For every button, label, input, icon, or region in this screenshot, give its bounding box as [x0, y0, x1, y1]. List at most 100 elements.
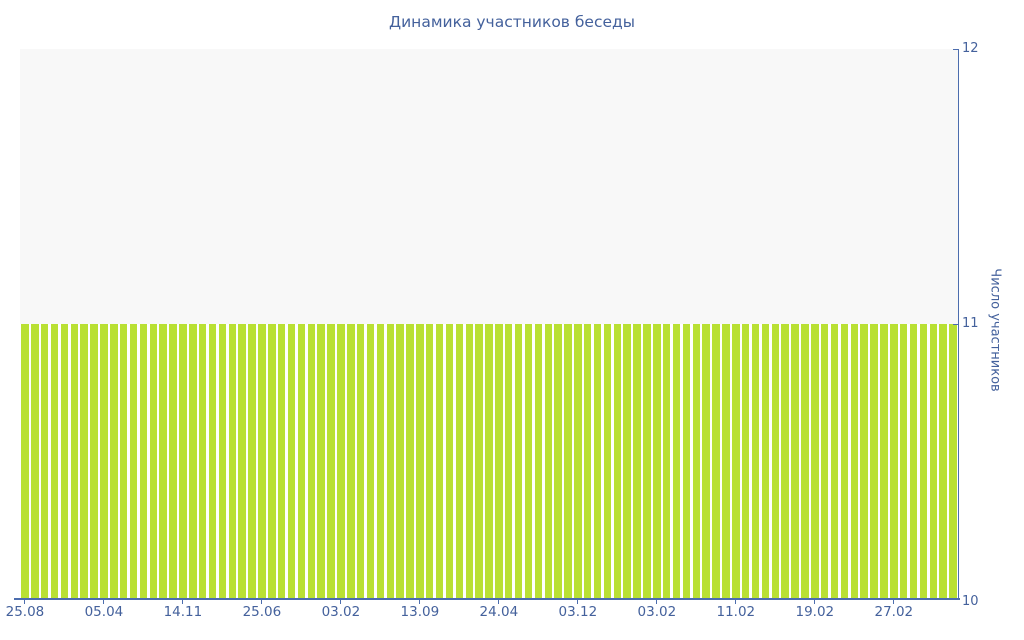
bar: [880, 323, 888, 598]
x-tick: [814, 600, 816, 604]
bar: [781, 323, 789, 598]
x-axis-line: [14, 598, 960, 600]
bar: [406, 323, 414, 598]
x-tick: [419, 600, 421, 604]
bar: [653, 323, 661, 598]
x-tick: [182, 600, 184, 604]
bar: [919, 323, 928, 598]
x-tick-label: 24.04: [479, 604, 519, 620]
bar: [139, 323, 148, 598]
bar: [544, 323, 552, 598]
bar: [741, 323, 750, 598]
bar: [909, 323, 918, 598]
x-tick-label: 03.02: [321, 604, 361, 620]
bar: [554, 323, 562, 598]
bar: [662, 323, 671, 598]
x-tick-label: 27.02: [874, 604, 914, 620]
bar: [603, 323, 612, 598]
bar: [268, 323, 276, 598]
bar: [584, 323, 592, 598]
bar: [939, 323, 947, 598]
bar: [722, 323, 730, 598]
bar: [682, 323, 691, 598]
bar: [692, 323, 701, 598]
bar: [149, 323, 158, 598]
bar: [21, 323, 29, 598]
x-tick-label: 03.02: [637, 604, 677, 620]
bar: [890, 323, 898, 598]
bar: [455, 323, 464, 598]
upper-area-fill: [20, 49, 958, 324]
bar: [899, 323, 908, 598]
bar: [613, 323, 622, 598]
bar: [337, 323, 345, 598]
bar: [672, 323, 681, 598]
bar: [119, 323, 128, 598]
bar: [811, 323, 819, 598]
bar: [712, 323, 720, 598]
bar: [623, 323, 631, 598]
x-tick-label: 03.12: [558, 604, 598, 620]
bar: [307, 323, 315, 598]
bar: [80, 323, 88, 598]
bar: [159, 323, 167, 598]
x-tick: [656, 600, 658, 604]
bar: [850, 323, 859, 598]
bar: [386, 323, 394, 598]
y-tick: [953, 49, 958, 50]
bar: [485, 323, 493, 598]
bar: [258, 323, 266, 598]
bar: [929, 323, 938, 598]
bar: [376, 323, 385, 598]
x-tick-label: 11.02: [716, 604, 756, 620]
bar: [633, 323, 641, 598]
bar: [198, 323, 207, 598]
x-tick: [498, 600, 500, 604]
x-tick-label: 14.11: [163, 604, 203, 620]
bar: [505, 323, 513, 598]
bar: [574, 323, 582, 598]
bar: [100, 323, 108, 598]
bar: [317, 323, 325, 598]
bar: [495, 323, 503, 598]
bar: [287, 323, 296, 598]
bar: [70, 323, 79, 598]
bar: [949, 323, 957, 598]
bar: [801, 323, 809, 598]
bar: [751, 323, 760, 598]
x-tick-label: 13.09: [400, 604, 440, 620]
x-tick: [340, 600, 342, 604]
bar: [110, 323, 118, 598]
bar: [771, 323, 780, 598]
y-axis-title: Число участников: [987, 268, 1003, 392]
bar: [396, 323, 404, 598]
y-tick: [953, 323, 958, 325]
bar: [791, 323, 799, 598]
y-tick-label: 12: [962, 41, 979, 56]
bar: [445, 323, 454, 598]
bar: [90, 323, 98, 598]
bar: [870, 323, 878, 598]
bar: [31, 323, 39, 598]
bar: [356, 323, 365, 598]
x-tick-label: 25.06: [242, 604, 282, 620]
bar: [297, 323, 306, 598]
x-tick: [577, 600, 579, 604]
bar: [830, 323, 839, 598]
bar: [327, 323, 335, 598]
bar: [40, 323, 49, 598]
bar: [593, 323, 602, 598]
bar: [860, 323, 868, 598]
chart-title: Динамика участников беседы: [389, 13, 635, 31]
x-tick: [735, 600, 737, 604]
x-tick: [893, 600, 895, 604]
bar: [366, 323, 375, 598]
bar: [208, 323, 217, 598]
bar: [129, 323, 138, 598]
bar: [524, 323, 533, 598]
x-tick: [103, 600, 105, 604]
bar: [732, 323, 740, 598]
bar: [426, 323, 434, 598]
bar: [347, 323, 355, 598]
